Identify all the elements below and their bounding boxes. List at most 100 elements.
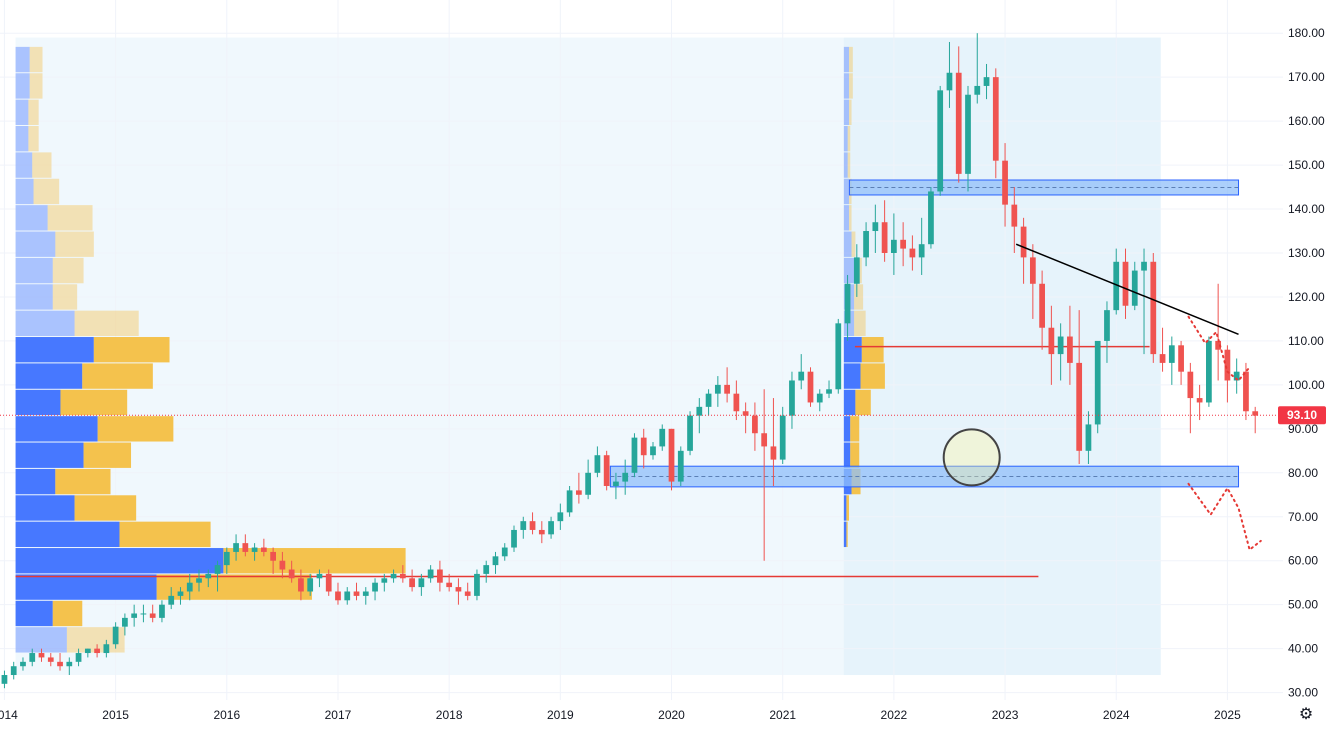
candle [492, 551, 499, 574]
candle-body [974, 85, 981, 95]
candle-body [807, 371, 814, 403]
drawings[interactable] [0, 243, 1283, 552]
time-tick-label: 2017 [325, 708, 352, 722]
candle-body [362, 591, 369, 596]
candle-body [853, 257, 860, 284]
vp-right-up-bar [843, 521, 847, 548]
candle [548, 516, 554, 539]
candle [761, 389, 768, 561]
candle [75, 648, 82, 667]
candle [1020, 217, 1027, 284]
candle-body [427, 569, 434, 579]
candle-body [474, 573, 480, 596]
time-tick-label: 2015 [102, 708, 129, 722]
vp-right-up-bar [843, 416, 851, 442]
vp-left-down-bar [119, 521, 211, 548]
circle-highlight[interactable] [942, 428, 1001, 487]
time-tick-label: 2022 [881, 708, 908, 722]
candle-body [1094, 340, 1101, 425]
candle [1076, 310, 1083, 465]
candle-body [1150, 261, 1157, 355]
vp-left-down-bar [29, 73, 43, 99]
candle [464, 582, 471, 601]
projection-path-lower[interactable] [1187, 482, 1262, 552]
candle-body [983, 77, 990, 86]
candle [427, 565, 434, 583]
vp-left-up-bar [15, 99, 29, 126]
candle-body [1206, 340, 1212, 403]
candle-body [94, 648, 100, 654]
candle [520, 516, 527, 539]
candle-body [659, 428, 666, 447]
gear-icon[interactable]: ⚙ [1298, 706, 1314, 723]
candle-body [1178, 345, 1184, 372]
candle-body [20, 661, 26, 667]
candle-body [798, 371, 805, 381]
candle [325, 569, 332, 596]
candle [288, 560, 295, 583]
candle [131, 604, 138, 627]
candle [149, 604, 156, 623]
candle-body [687, 415, 693, 451]
projection-path-upper[interactable] [1187, 315, 1251, 382]
candle [298, 569, 304, 601]
price-axis[interactable]: 30.00 40.00 50.00 60.00 70.00 80.00 90.00 100.0… [1283, 0, 1332, 700]
candle [94, 644, 100, 658]
candle-body [1039, 283, 1045, 328]
time-tick-label: 2021 [769, 708, 796, 722]
candle-body [891, 239, 897, 253]
candle-body [1187, 371, 1194, 399]
candle [1196, 384, 1203, 421]
candle [705, 389, 712, 416]
candle-body [492, 556, 499, 566]
candle [1252, 406, 1259, 434]
price-tick-label: 80.00 [1288, 466, 1318, 480]
candle-body [946, 72, 953, 91]
price-zones[interactable] [609, 179, 1240, 488]
candle [205, 569, 212, 588]
candle-body [909, 248, 916, 258]
descending-trendline[interactable] [1015, 243, 1239, 336]
candle-body [57, 661, 63, 667]
candle-body [1122, 261, 1129, 306]
candle-body [325, 573, 332, 592]
candle-body [501, 547, 508, 557]
price-tick-label: 180.00 [1288, 26, 1325, 40]
candle [594, 446, 601, 478]
candle-body [399, 573, 406, 579]
candle-body [872, 222, 879, 232]
candle-body [557, 512, 564, 522]
vp-right-up-bar [843, 257, 855, 284]
candle [1243, 362, 1249, 421]
candle [1057, 323, 1064, 381]
candle-body [307, 578, 314, 592]
vp-left-down-bar [52, 600, 83, 627]
candle-body [613, 481, 619, 486]
candle [455, 578, 462, 605]
candle-body [1011, 204, 1018, 227]
candle-body [409, 578, 415, 588]
candle-body [650, 446, 656, 456]
vp-right-up-bar [843, 152, 848, 178]
candle-body [1020, 226, 1027, 258]
candle [835, 318, 842, 394]
candle [538, 521, 545, 544]
candle-body [585, 472, 592, 495]
vp-right-up-bar [843, 442, 851, 468]
candle [1029, 244, 1036, 319]
candle-body [752, 415, 758, 434]
candle-body [483, 565, 490, 574]
candle-body [863, 231, 869, 258]
time-axis[interactable]: 2014 2015 2016 2017 2018 2019 2020 2021 2022 2023… [0, 708, 1241, 722]
candle-body [992, 77, 999, 161]
vp-left-up-bar [15, 574, 157, 600]
candle [418, 573, 425, 596]
range-shading-right [843, 37, 1161, 676]
candle-body [223, 551, 230, 566]
candle [1168, 336, 1175, 385]
vp-left-down-bar [83, 442, 132, 468]
time-tick-label: 2024 [1103, 708, 1130, 722]
candle-body [279, 560, 286, 570]
candle [372, 578, 378, 601]
